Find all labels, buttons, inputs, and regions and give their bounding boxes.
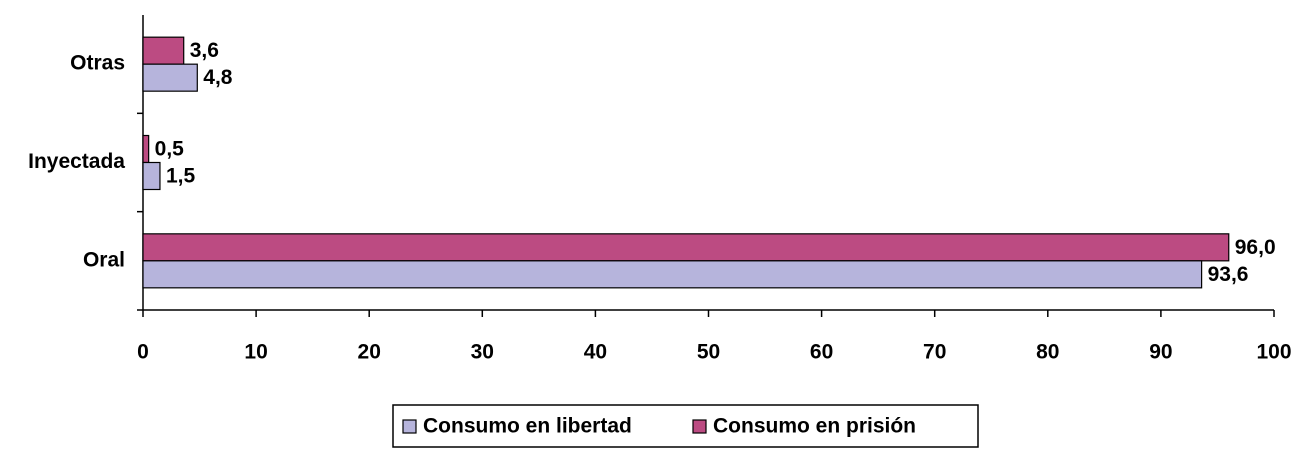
bar [142,36,185,65]
data-label: 0,5 [155,138,185,161]
x-tick-label: 20 [358,341,381,364]
data-label: 3,6 [190,39,219,62]
x-tick-label: 60 [810,341,833,364]
legend-swatch [402,419,417,434]
x-tick-label: 80 [1036,341,1059,364]
data-label: 4,8 [203,66,233,89]
x-tick-label: 0 [137,341,149,364]
data-label: 96,0 [1235,236,1276,259]
data-label: 93,6 [1208,263,1249,286]
legend-swatch [692,419,707,434]
y-tick-label: Oral [83,248,125,271]
x-tick-label: 70 [923,341,946,364]
x-tick-label: 50 [697,341,720,364]
legend-label: Consumo en libertad [423,415,632,438]
x-tick-label: 40 [584,341,607,364]
legend-label: Consumo en prisión [713,415,916,438]
bar [142,63,198,92]
bar [142,233,1230,262]
data-label: 1,5 [166,165,196,188]
legend-box [392,404,979,448]
x-tick-label: 10 [244,341,267,364]
bar [142,134,150,164]
bar [142,161,161,191]
x-tick-label: 30 [471,341,494,364]
x-tick-label: 90 [1149,341,1172,364]
bar [142,260,1203,289]
y-tick-label: Otras [70,52,125,75]
y-tick-label: Inyectada [28,150,125,173]
x-tick-label: 100 [1256,341,1291,364]
